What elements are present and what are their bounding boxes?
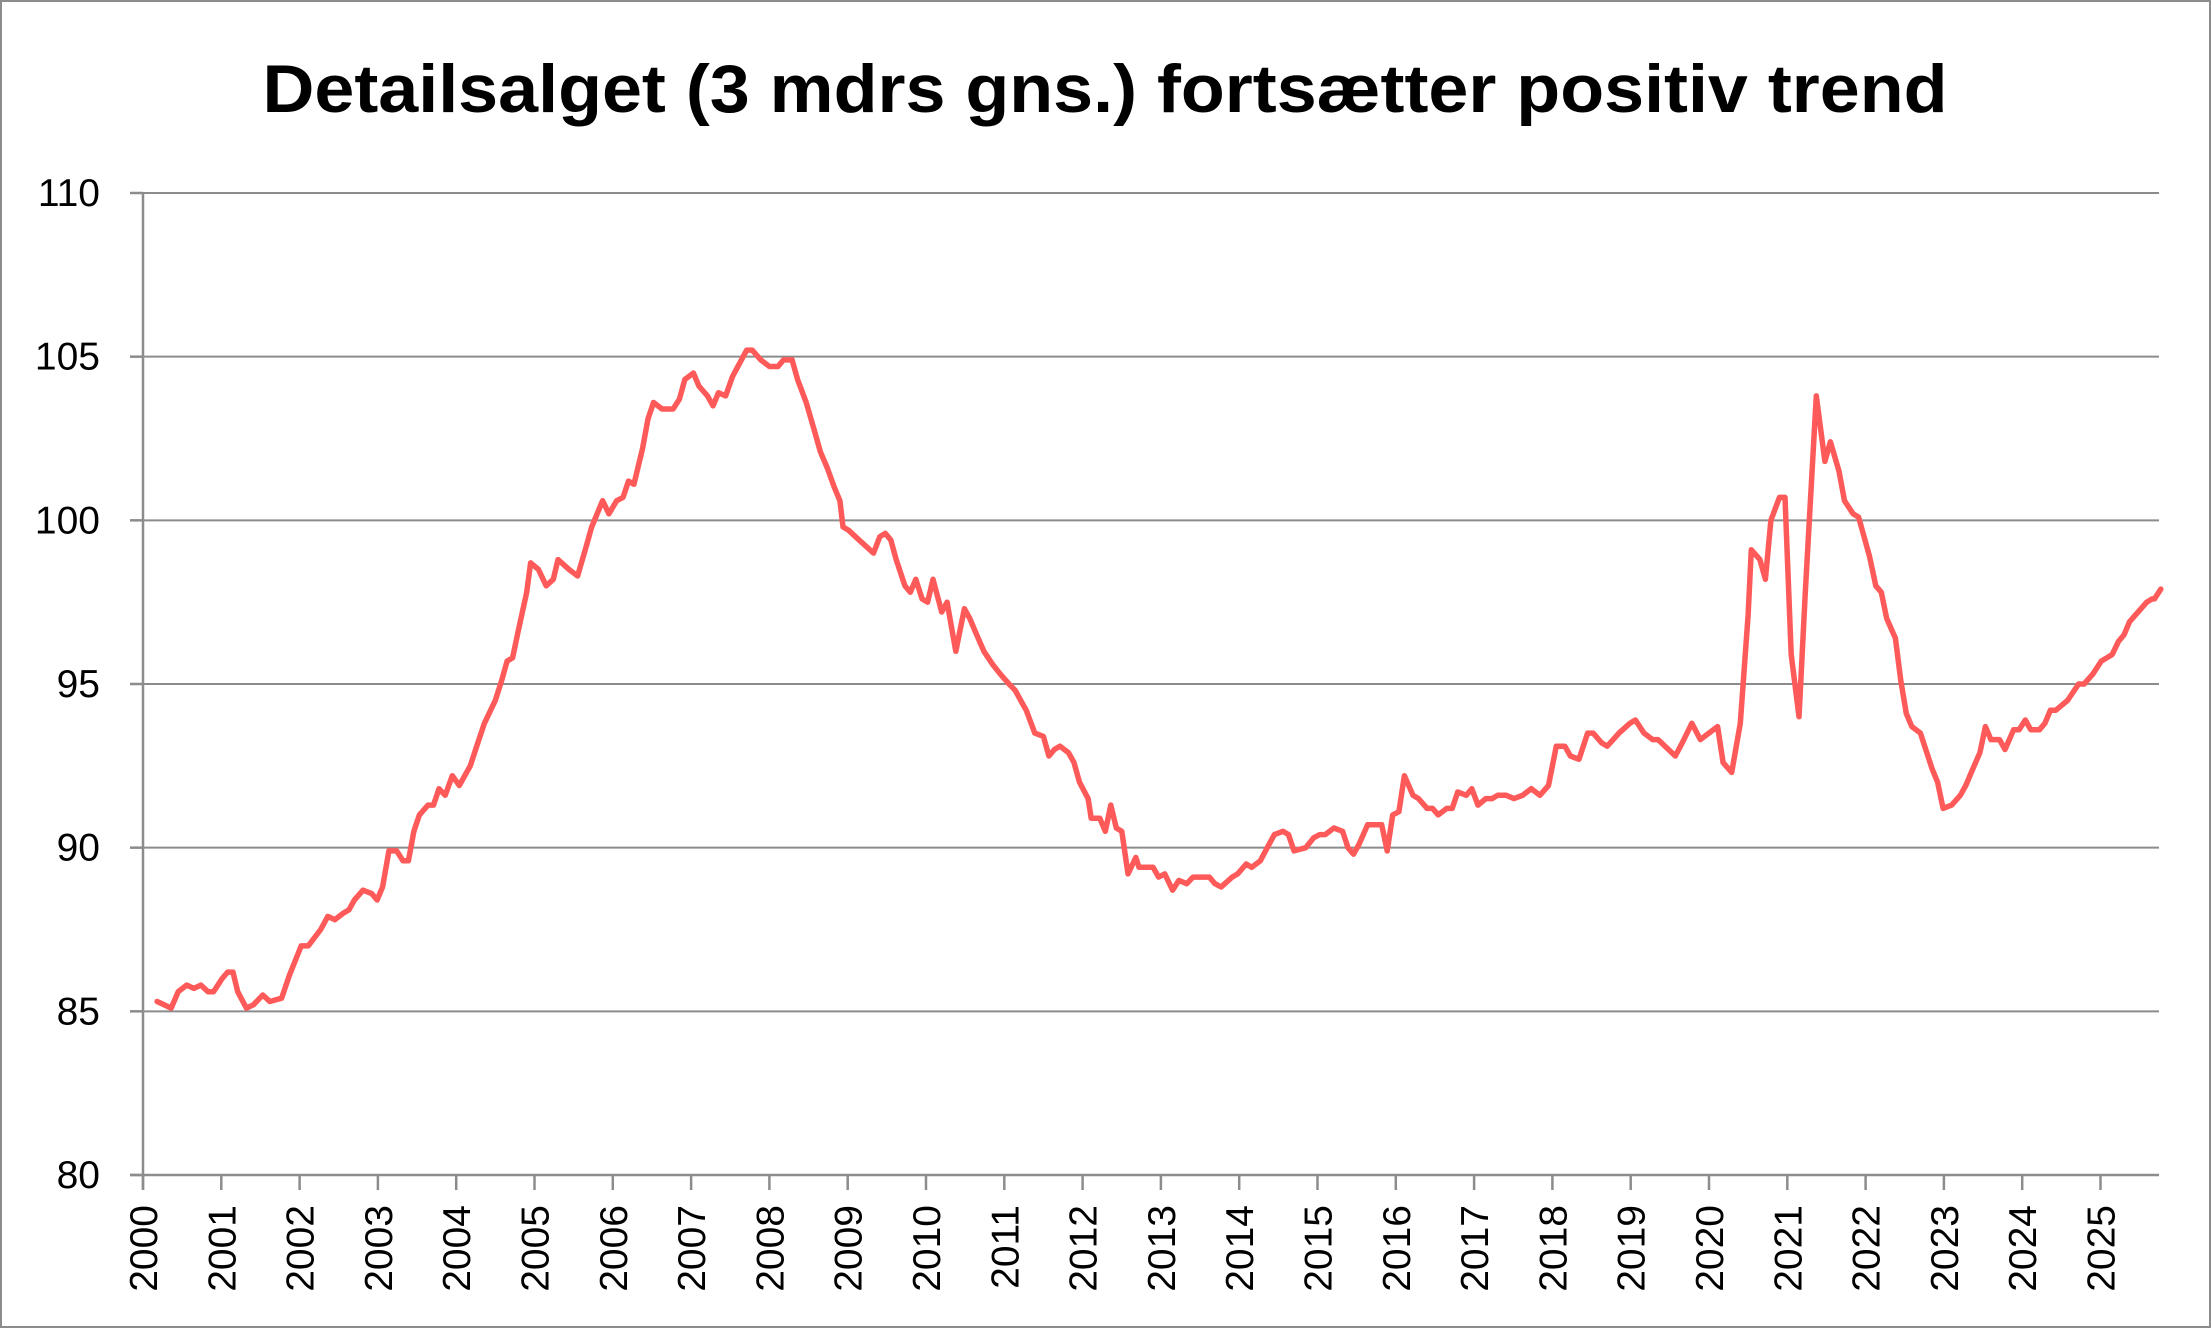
x-tick-label: 2015: [1298, 1205, 1341, 1292]
x-tick-label: 2005: [515, 1205, 558, 1292]
y-tick-label: 80: [57, 1154, 100, 1197]
x-tick-label: 2006: [593, 1205, 636, 1292]
x-tick-label: 2016: [1376, 1205, 1419, 1292]
x-tick-label: 2011: [984, 1205, 1027, 1289]
y-tick-label: 90: [57, 827, 100, 870]
x-tick-label: 2025: [2081, 1205, 2124, 1292]
x-tick-label: 2024: [2002, 1205, 2045, 1292]
x-tick-label: 2018: [1532, 1205, 1575, 1292]
x-tick-label: 2023: [1924, 1205, 1967, 1292]
x-tick-label: 2017: [1454, 1205, 1497, 1292]
x-axis: 2000 2001 2002 2003 2004 2005 2006 2007 2008 2009…: [123, 1173, 2159, 1292]
y-tick-label: 95: [57, 663, 100, 706]
y-tick-label: 85: [57, 990, 100, 1033]
y-tick-label: 100: [35, 499, 100, 542]
y-axis: 80 85 90 95 100 105 110: [35, 172, 145, 1197]
x-tick-label: 2007: [671, 1205, 714, 1292]
x-tick-label: 2019: [1611, 1205, 1654, 1292]
x-tick-label: 2013: [1141, 1205, 1184, 1292]
x-tick-label: 2021: [1767, 1205, 1810, 1292]
series-points: [157, 350, 2161, 1009]
gridlines: [143, 192, 2159, 1013]
x-tick-label: 2009: [828, 1205, 871, 1292]
x-tick-label: 2004: [436, 1205, 479, 1292]
x-tick-label: 2008: [749, 1205, 792, 1292]
x-tick-label: 2020: [1689, 1205, 1732, 1292]
y-tick-label: 105: [35, 336, 100, 379]
x-tick-label: 2001: [201, 1205, 244, 1292]
x-tick-label: 2002: [280, 1205, 323, 1292]
x-tick-label: 2003: [358, 1205, 401, 1292]
chart-title: Detailsalget (3 mdrs gns.) fortsætter po…: [263, 51, 1948, 127]
x-tick-label: 2012: [1063, 1205, 1106, 1292]
x-tick-label: 2010: [906, 1205, 949, 1292]
y-tick-label: 110: [38, 172, 100, 215]
x-tick-label: 2014: [1219, 1205, 1262, 1292]
x-tick-label: 2022: [1846, 1205, 1889, 1292]
x-tick-label: 2000: [123, 1205, 166, 1292]
